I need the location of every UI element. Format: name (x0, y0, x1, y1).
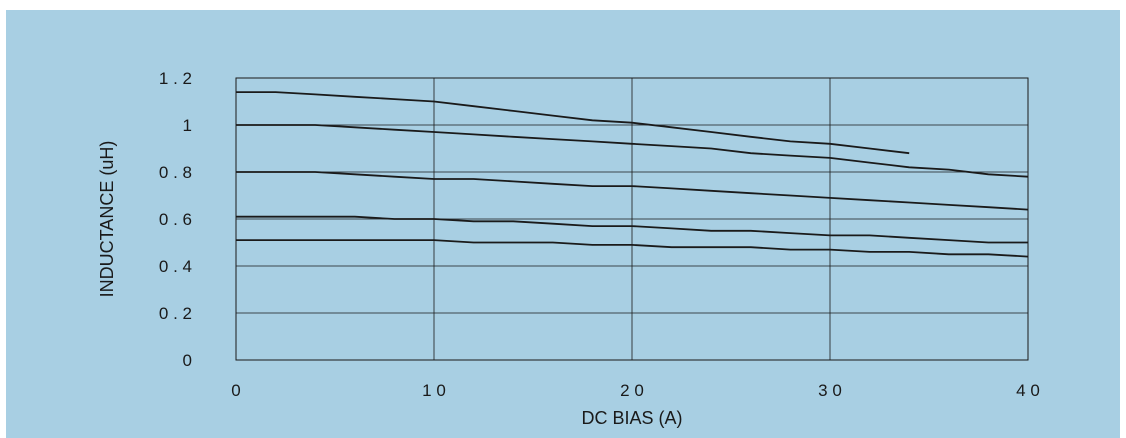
y-tick-label: 0 (183, 351, 192, 370)
x-tick-label: 1 0 (422, 381, 446, 400)
x-axis-title: DC BIAS (A) (581, 408, 682, 428)
y-tick-label: 1 (183, 116, 192, 135)
series-line-3 (236, 171, 1029, 211)
inductance-vs-dc-bias-chart: 0 0 . 2 0 . 4 0 . 6 0 . 8 1 1 . 2 0 1 0 2 0 3 0 4 … (6, 10, 1120, 438)
series-line-2 (236, 124, 1029, 178)
y-tick-label: 0 . 8 (159, 163, 192, 182)
y-tick-label: 0 . 4 (159, 257, 192, 276)
y-tick-label: 0 . 2 (159, 304, 192, 323)
plot-area-frame (235, 77, 1029, 361)
y-axis-title: INDUCTANCE (uH) (97, 141, 117, 298)
x-tick-labels: 0 1 0 2 0 3 0 4 0 (231, 381, 1040, 400)
x-tick-label: 0 (231, 381, 240, 400)
series-line-5 (236, 239, 1029, 258)
y-tick-label: 1 . 2 (159, 69, 192, 88)
y-tick-label: 0 . 6 (159, 210, 192, 229)
series-line-1 (236, 91, 910, 155)
x-tick-label: 2 0 (620, 381, 644, 400)
series-line-4 (236, 215, 1028, 244)
y-tick-labels: 0 0 . 2 0 . 4 0 . 6 0 . 8 1 1 . 2 (159, 69, 192, 370)
x-tick-label: 4 0 (1016, 381, 1040, 400)
series-lines (236, 91, 1029, 258)
x-tick-label: 3 0 (818, 381, 842, 400)
chart-panel: 0 0 . 2 0 . 4 0 . 6 0 . 8 1 1 . 2 0 1 0 2 0 3 0 4 … (6, 10, 1120, 438)
